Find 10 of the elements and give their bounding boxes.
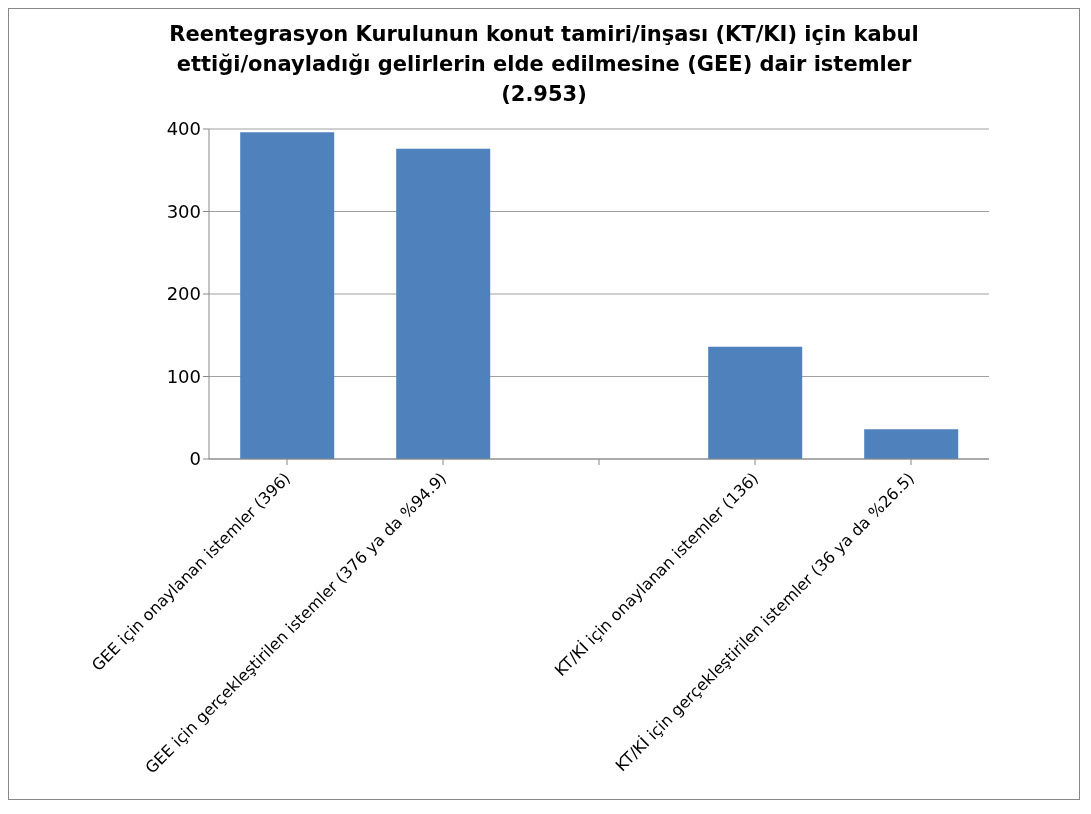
y-tick-label: 0 [189,448,201,470]
bar [396,148,491,459]
bar [864,429,959,459]
bar [240,132,335,459]
y-tick-label: 200 [166,283,201,305]
y-tick-label: 400 [166,118,201,140]
y-tick-label: 100 [166,365,201,387]
bar [708,346,803,459]
chart-title: Reentegrasyon Kurulunun konut tamiri/inşası (KT/KI) için kabul ettiği/onayladığı gelirlerin elde edilmesine (GEE) dair istemler (2.953) [168,21,920,108]
y-tick-label: 300 [166,200,201,222]
